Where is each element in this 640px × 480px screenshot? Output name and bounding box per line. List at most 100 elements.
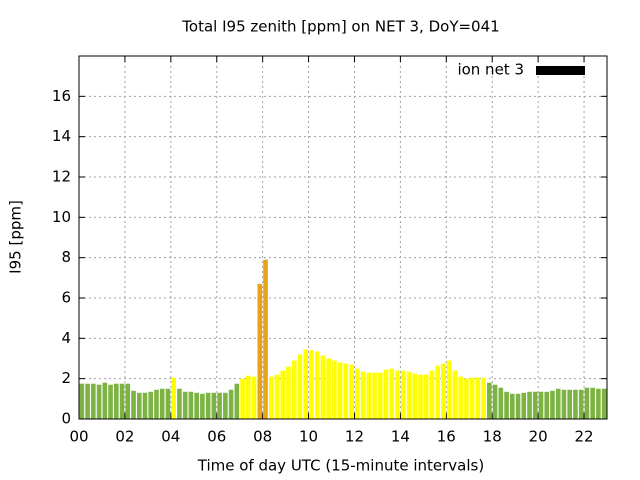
x-axis-label: Time of day UTC (15-minute intervals) — [197, 457, 484, 475]
bar — [395, 370, 400, 419]
bar — [446, 360, 452, 419]
bar — [498, 387, 504, 419]
bar — [355, 368, 360, 419]
chart-title: Total I95 zenith [ppm] on NET 3, DoY=041 — [181, 18, 499, 36]
x-tick-label: 14 — [391, 428, 410, 446]
bar — [601, 388, 607, 419]
bar — [102, 382, 108, 419]
bar — [188, 391, 194, 419]
bar — [119, 383, 125, 419]
bar — [521, 392, 527, 419]
bar — [510, 393, 515, 419]
bar — [303, 349, 308, 419]
bar — [469, 377, 475, 419]
bar — [148, 391, 154, 419]
bar — [372, 372, 377, 419]
bar — [360, 371, 366, 419]
bar — [435, 365, 440, 419]
bar — [389, 368, 395, 419]
bar — [527, 391, 532, 419]
bar — [136, 392, 142, 419]
bar — [165, 388, 171, 419]
bar — [205, 392, 211, 419]
bar — [555, 388, 561, 419]
bar — [251, 376, 257, 419]
bar — [412, 373, 418, 419]
bar — [194, 392, 199, 419]
bar — [125, 383, 131, 419]
bar — [596, 388, 601, 419]
bar — [320, 355, 326, 419]
bar — [366, 372, 372, 419]
bar — [268, 376, 274, 419]
bar — [429, 370, 435, 419]
x-tick-label: 12 — [345, 428, 364, 446]
bar — [286, 366, 291, 419]
bar — [515, 393, 521, 419]
bar — [532, 391, 538, 419]
bar — [263, 259, 268, 419]
bar — [200, 393, 205, 419]
bar — [91, 383, 96, 419]
y-tick-label: 12 — [52, 168, 71, 186]
legend-swatch — [536, 66, 585, 75]
y-tick-label: 4 — [61, 329, 71, 347]
bar — [458, 376, 463, 419]
bar — [131, 390, 136, 419]
y-tick-label: 2 — [61, 369, 71, 387]
bar — [96, 384, 102, 419]
y-axis-label: I95 [ppm] — [7, 200, 25, 274]
bar — [332, 360, 337, 419]
y-tick-label: 8 — [61, 248, 71, 266]
y-tick-label: 0 — [61, 410, 71, 428]
plot-border — [78, 55, 608, 420]
bar — [114, 383, 119, 419]
y-tick-label: 10 — [52, 208, 71, 226]
bar — [274, 374, 280, 419]
bar — [182, 391, 188, 419]
bar — [309, 350, 314, 419]
bar — [584, 387, 590, 419]
x-tick-label: 02 — [115, 428, 134, 446]
x-tick-label: 08 — [253, 428, 272, 446]
bar — [590, 387, 595, 419]
bar — [504, 391, 509, 419]
x-tick-label: 16 — [437, 428, 456, 446]
bar — [240, 378, 245, 419]
bar — [246, 375, 251, 419]
bar — [223, 392, 228, 419]
bar — [211, 392, 217, 419]
bar — [464, 378, 469, 419]
bar — [291, 360, 297, 419]
bar — [108, 384, 113, 419]
x-tick-label: 20 — [529, 428, 548, 446]
bar — [378, 372, 383, 419]
bar — [142, 392, 148, 419]
y-tick-label: 16 — [52, 87, 71, 105]
bar — [475, 377, 481, 419]
bar — [578, 389, 584, 419]
x-tick-label: 06 — [207, 428, 226, 446]
bar — [297, 354, 303, 419]
legend-label: ion net 3 — [457, 61, 524, 79]
bar — [257, 283, 263, 419]
y-tick-label: 6 — [61, 289, 71, 307]
bar — [423, 374, 429, 419]
bar — [544, 391, 550, 419]
bar — [550, 390, 555, 419]
bar — [383, 369, 389, 419]
bar — [234, 383, 240, 419]
bar — [492, 384, 498, 419]
bar — [567, 389, 572, 419]
bar — [159, 388, 165, 419]
bar — [217, 392, 222, 419]
bar — [337, 362, 343, 419]
x-tick-label: 10 — [299, 428, 318, 446]
x-tick-label: 00 — [69, 428, 88, 446]
bar — [314, 351, 320, 419]
x-tick-label: 22 — [574, 428, 593, 446]
bar — [487, 382, 492, 419]
bar — [349, 364, 354, 419]
bar — [85, 383, 90, 419]
